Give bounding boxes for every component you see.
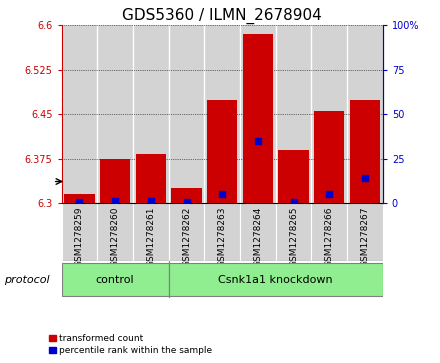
Point	[290, 199, 297, 204]
Text: GSM1278265: GSM1278265	[289, 206, 298, 267]
Bar	[136, 154, 166, 203]
Bar	[97, 25, 133, 203]
Bar	[62, 25, 97, 203]
Text: protocol: protocol	[4, 274, 50, 285]
Text: Csnk1a1 knockdown: Csnk1a1 knockdown	[218, 274, 333, 285]
Bar	[100, 159, 130, 203]
Point	[76, 199, 83, 204]
Bar	[312, 203, 347, 261]
Title: GDS5360 / ILMN_2678904: GDS5360 / ILMN_2678904	[122, 8, 322, 24]
Bar	[350, 99, 380, 203]
Bar	[240, 203, 276, 261]
Bar	[62, 203, 97, 261]
Bar	[62, 263, 169, 296]
Bar	[312, 25, 347, 203]
Bar	[133, 203, 169, 261]
Bar	[347, 25, 383, 203]
Text: GSM1278262: GSM1278262	[182, 206, 191, 266]
Bar	[207, 99, 237, 203]
Text: GSM1278259: GSM1278259	[75, 206, 84, 267]
Text: control: control	[96, 274, 135, 285]
Text: GSM1278264: GSM1278264	[253, 206, 262, 266]
Bar	[97, 203, 133, 261]
Text: GSM1278261: GSM1278261	[147, 206, 155, 267]
Point	[254, 138, 261, 144]
Point	[112, 198, 119, 204]
Bar	[133, 25, 169, 203]
Bar	[64, 194, 95, 203]
Legend: transformed count, percentile rank within the sample: transformed count, percentile rank withi…	[48, 334, 213, 355]
Bar	[204, 203, 240, 261]
Point	[147, 198, 154, 204]
Text: GSM1278263: GSM1278263	[218, 206, 227, 267]
Point	[183, 199, 190, 204]
Bar	[169, 25, 204, 203]
Bar	[243, 34, 273, 203]
Point	[219, 192, 226, 197]
Bar	[314, 111, 345, 203]
Bar	[347, 203, 383, 261]
Bar	[169, 203, 204, 261]
Text: GSM1278260: GSM1278260	[110, 206, 120, 267]
Bar	[169, 263, 383, 296]
Bar	[276, 203, 312, 261]
Bar	[240, 25, 276, 203]
Text: GSM1278267: GSM1278267	[360, 206, 370, 267]
Bar	[276, 25, 312, 203]
Text: GSM1278266: GSM1278266	[325, 206, 334, 267]
Bar	[204, 25, 240, 203]
Point	[361, 175, 368, 181]
Point	[326, 192, 333, 197]
Bar	[171, 188, 202, 203]
Bar	[279, 150, 309, 203]
